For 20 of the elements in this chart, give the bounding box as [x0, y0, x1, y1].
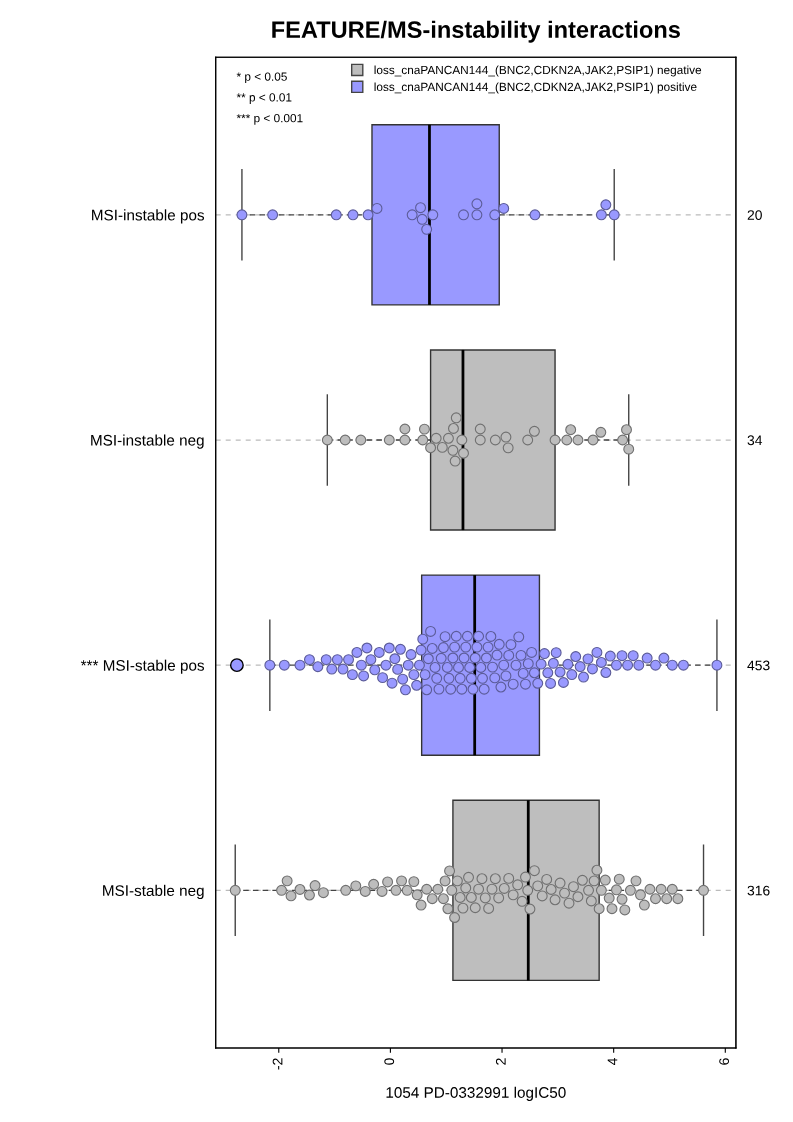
- annotation: *** p < 0.001: [236, 114, 303, 125]
- x-tick-label: 6: [719, 1058, 730, 1065]
- legend-label: loss_cnaPANCAN144_(BNC2,CDKN2A,JAK2,PSIP1) positive: [374, 82, 697, 94]
- x-tick-label: 4: [607, 1058, 618, 1066]
- x-tick-label: -2: [272, 1058, 283, 1070]
- legend-label: loss_cnaPANCAN144_(BNC2,CDKN2A,JAK2,PSIP1) negative: [374, 65, 702, 77]
- x-tick-label: 0: [384, 1058, 395, 1065]
- y2-tick-label: 34: [747, 435, 763, 446]
- y-tick-label: MSI-stable neg: [103, 884, 204, 900]
- chart-title: FEATURE/MS-instability interactions: [272, 20, 680, 43]
- x-tick-label: 2: [495, 1058, 506, 1065]
- x-axis-title: 1054 PD-0332991 logIC50: [386, 1086, 566, 1101]
- annotation: ** p < 0.01: [236, 93, 292, 104]
- y2-tick-label: 453: [747, 660, 770, 671]
- y-tick-label: *** MSI-stable pos: [80, 659, 205, 674]
- y-tick-label: MSI-instable pos: [92, 209, 205, 224]
- y2-tick-label: 316: [747, 885, 770, 896]
- y2-tick-label: 20: [747, 210, 762, 221]
- annotation: * p < 0.05: [236, 72, 287, 84]
- y-tick-label: MSI-instable neg: [91, 434, 204, 449]
